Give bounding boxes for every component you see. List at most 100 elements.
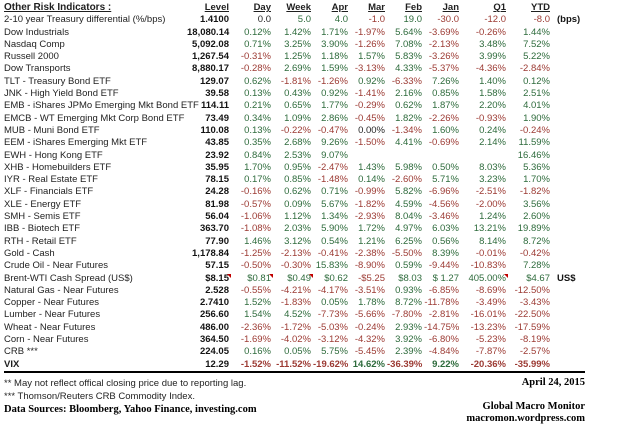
brand-url: macromon.wordpress.com [466, 412, 585, 424]
row-label: Nasdaq Comp [4, 38, 65, 50]
cell-q1: 1.40% [479, 75, 506, 87]
cell-day: 0.13% [244, 124, 271, 136]
cell-day: -0.55% [240, 284, 271, 296]
row-label: EEM - iShares Emerging Mkt ETF [4, 137, 148, 149]
row-label: RTH - Retail ETF [4, 235, 77, 247]
row-label: 2-10 year Treasury differential (%/bps) [4, 14, 166, 26]
table-row: IBB - Biotech ETF 363.70 -1.08% 2.03% 5.90% 1… [4, 223, 585, 235]
footer-left: ** May not reflect offical closing price… [4, 377, 257, 425]
footnote-crb-index: *** Thomson/Reuters CRB Commodity Index. [4, 390, 195, 402]
cell-level: 56.04 [205, 211, 229, 223]
cell-week: 3.25% [284, 38, 311, 50]
cell-feb: 4.97% [395, 223, 422, 235]
cell-unit-suffix [552, 63, 585, 75]
cell-ytd: 0.12% [523, 75, 550, 87]
cell-jan: -4.84% [428, 346, 459, 358]
cell-day: -0.50% [240, 260, 271, 272]
cell-day: 1.46% [244, 235, 271, 247]
cell-feb: 19.0 [403, 14, 423, 26]
column-header-feb: Feb [405, 2, 422, 13]
row-label: Gold - Cash [4, 247, 55, 259]
cell-week: -4.21% [280, 284, 311, 296]
cell-jan: -14.75% [424, 321, 460, 333]
cell-day: -1.52% [240, 358, 271, 370]
cell-feb: 2.16% [395, 88, 422, 100]
row-label: XHB - Homebuilders ETF [4, 161, 112, 173]
cell-unit-suffix [552, 297, 585, 309]
cell-jan: -3.46% [428, 211, 459, 223]
cell-jan: 6.03% [432, 223, 459, 235]
cell-jan: 8.39% [432, 247, 459, 259]
cell-day: 1.54% [244, 309, 271, 321]
cell-feb: $8.03 [398, 272, 422, 284]
table-row: CRB *** 224.05 0.16% 0.05% 5.75% -5.45% 2.39% -… [4, 346, 585, 358]
cell-ytd: 7.28% [523, 260, 550, 272]
cell-ytd: 3.56% [523, 198, 550, 210]
report-title: Other Risk Indicators : [4, 2, 112, 13]
cell-apr: 15.83% [315, 260, 348, 272]
cell-apr: 0.54% [321, 235, 348, 247]
cell-ytd: 11.59% [518, 137, 550, 149]
cell-level: 1,178.84 [192, 247, 229, 259]
cell-jan: -9.44% [428, 260, 459, 272]
cell-ytd: 19.89% [517, 223, 550, 235]
cell-ytd: 2.60% [523, 211, 550, 223]
cell-level: 43.85 [205, 137, 229, 149]
cell-apr: 0.71% [321, 186, 348, 198]
cell-apr: -7.73% [317, 309, 348, 321]
cell-unit-suffix [552, 162, 585, 174]
cell-q1: -7.87% [475, 346, 506, 358]
cell-mar: -3.13% [354, 63, 385, 75]
cell-unit-suffix: US$ [557, 272, 576, 284]
cell-feb: -2.60% [391, 174, 422, 186]
table-row: EWH - Hong Kong ETF 23.92 0.84% 2.53% 9.07% 1… [4, 150, 585, 162]
cell-mar: -1.26% [354, 38, 385, 50]
cell-jan: -30.0 [437, 14, 459, 26]
cell-apr: -0.41% [317, 247, 348, 259]
cell-unit-suffix [552, 309, 585, 321]
report-date: April 24, 2015 [521, 376, 585, 388]
cell-day: -1.69% [240, 334, 271, 346]
cell-level: 114.11 [200, 100, 229, 112]
cell-q1: 405.00% [461, 273, 508, 285]
cell-level: 110.08 [200, 124, 229, 136]
cell-level: 24.28 [205, 186, 229, 198]
cell-ytd: -8.19% [519, 334, 550, 346]
row-label: Brent-WTI Cash Spread (US$) [4, 272, 133, 284]
cell-ytd: -8.0 [533, 14, 550, 26]
cell-apr: 2.86% [321, 112, 348, 124]
cell-mar: 0.92% [358, 75, 385, 87]
cell-unit-suffix [552, 186, 585, 198]
cell-mar: 1.57% [358, 51, 385, 63]
table-row: 2-10 year Treasury differential (%/bps) 1… [4, 14, 585, 26]
cell-unit-suffix [552, 100, 585, 112]
cell-ytd: $4.67 [526, 272, 550, 284]
table-row: Nasdaq Comp 5,092.08 0.71% 3.25% 3.90% -1.26%… [4, 39, 585, 51]
cell-q1: -20.36% [470, 358, 506, 370]
cell-feb: 4.33% [395, 63, 422, 75]
cell-day: 1.70% [244, 161, 271, 173]
cell-jan: -6.96% [428, 186, 459, 198]
cell-jan: 7.26% [432, 75, 459, 87]
cell-mar: -0.29% [354, 100, 385, 112]
cell-jan: 1.87% [432, 100, 459, 112]
cell-week: 1.42% [284, 26, 311, 38]
cell-q1: 0.24% [479, 124, 506, 136]
cell-q1: 3.23% [479, 174, 506, 186]
cell-jan: 0.50% [432, 161, 459, 173]
cell-unit-suffix [552, 125, 585, 137]
cell-q1: 3.99% [479, 51, 506, 63]
table-row: Copper - Near Futures 2.7410 1.52% -1.83% 0.… [4, 297, 585, 309]
cell-feb [387, 150, 424, 162]
cell-ytd: 1.70% [523, 174, 550, 186]
cell-ytd: -3.43% [519, 297, 550, 309]
cell-level: 73.49 [205, 112, 229, 124]
row-label: CRB *** [4, 346, 38, 358]
cell-mar: -5.66% [354, 309, 385, 321]
cell-week: 1.09% [284, 112, 311, 124]
cell-ytd: 2.51% [523, 88, 550, 100]
cell-mar: 0.14% [358, 174, 385, 186]
cell-ytd: -35.99% [514, 358, 550, 370]
cell-day: -0.57% [240, 198, 271, 210]
cell-feb: -6.33% [391, 75, 422, 87]
